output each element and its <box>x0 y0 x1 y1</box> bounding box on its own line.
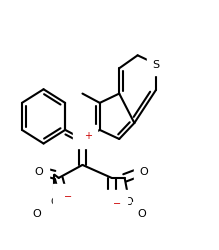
Text: O: O <box>140 167 148 177</box>
Text: −: − <box>113 198 121 208</box>
Text: −: − <box>64 192 72 202</box>
Text: O: O <box>125 196 133 206</box>
Text: O: O <box>107 196 116 206</box>
Text: O: O <box>138 208 146 218</box>
Text: N: N <box>78 133 87 143</box>
Text: +: + <box>84 130 92 140</box>
Text: O: O <box>35 167 44 177</box>
Text: O: O <box>59 189 67 199</box>
Text: S: S <box>152 60 160 70</box>
Text: O: O <box>50 196 59 206</box>
Text: O: O <box>33 208 41 218</box>
